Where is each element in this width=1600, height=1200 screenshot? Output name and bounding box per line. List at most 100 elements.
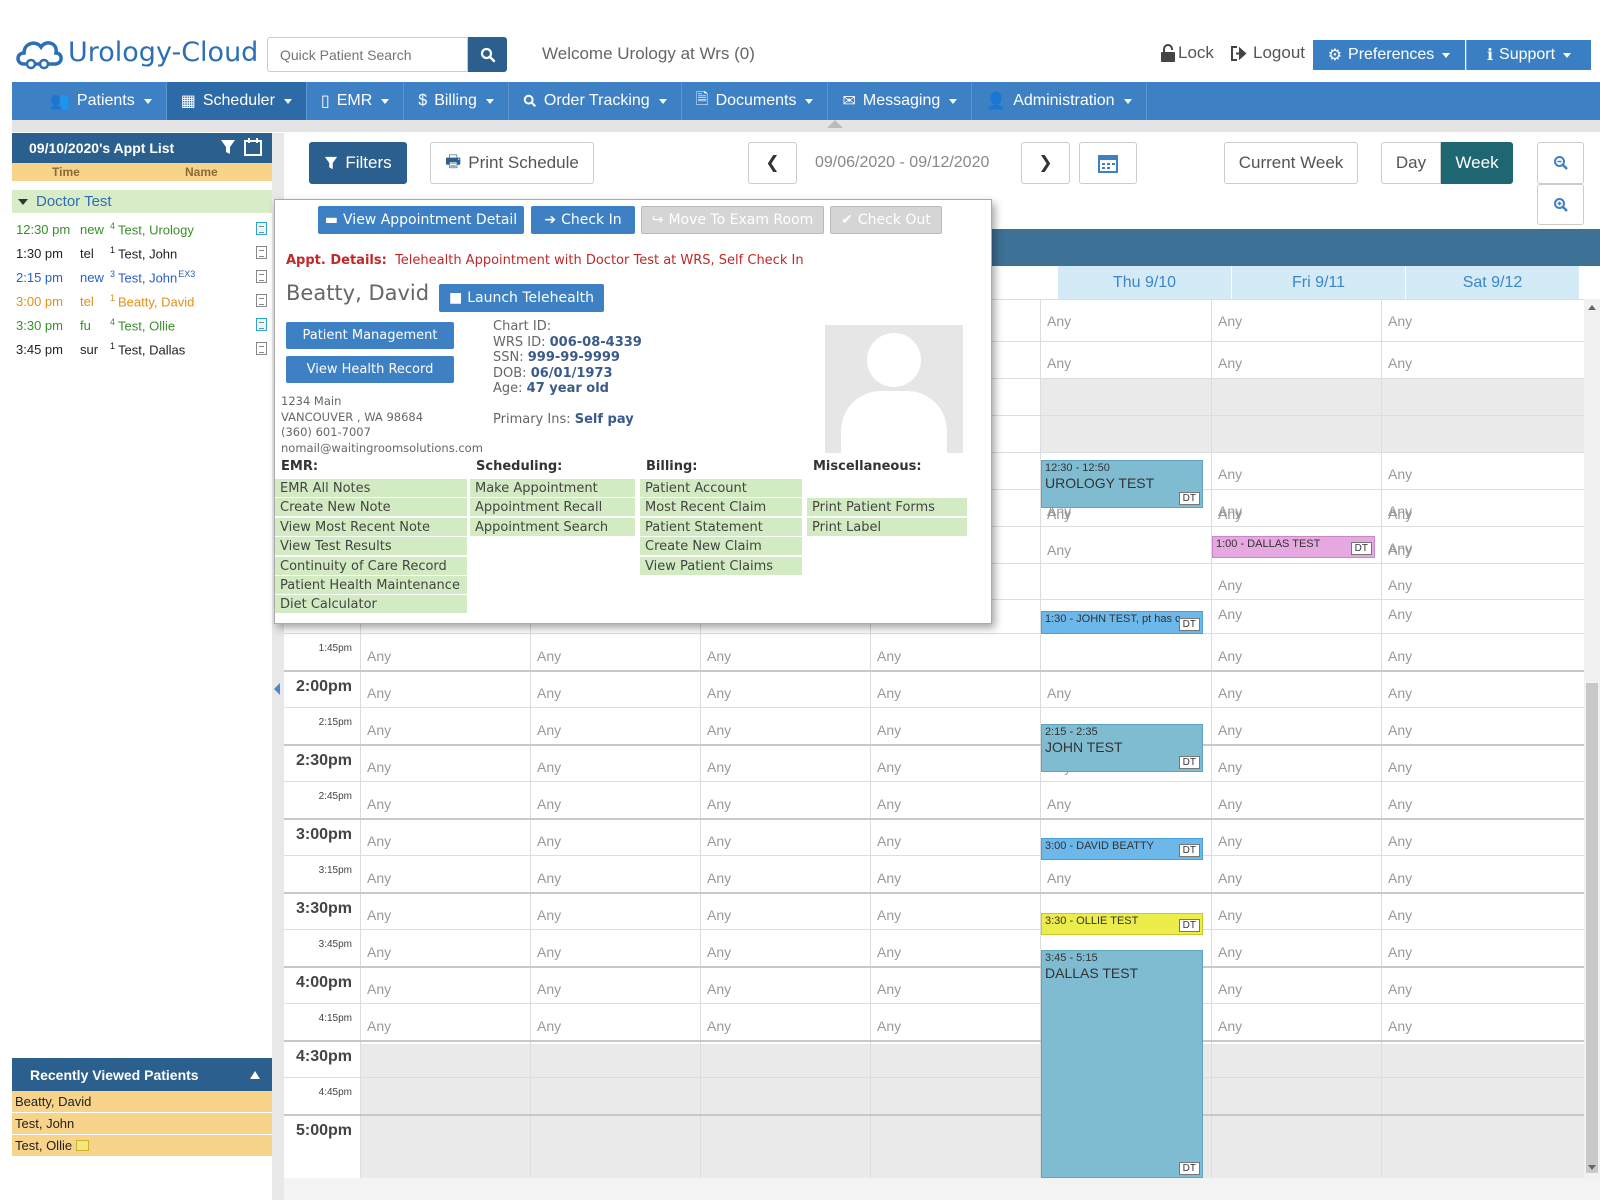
appt-patient[interactable]: 4 Test, Ollie — [110, 317, 175, 333]
popup-menu-item[interactable]: Print Patient Forms — [807, 498, 967, 516]
slot-any[interactable]: Any — [1218, 606, 1243, 622]
slot-any[interactable]: Any — [1388, 542, 1413, 558]
slot-any[interactable]: Any — [537, 722, 562, 738]
slot-any[interactable]: Any — [1388, 870, 1413, 886]
slot-any[interactable]: Any — [1388, 759, 1413, 775]
slot-any[interactable]: Any — [1218, 685, 1243, 701]
day-view-button[interactable]: Day — [1381, 142, 1441, 184]
scrollbar-thumb[interactable] — [1586, 683, 1598, 1173]
slot-any[interactable]: Any — [877, 944, 902, 960]
move-to-exam-room-button[interactable]: ↪ Move To Exam Room — [641, 206, 824, 234]
calendar-appointment[interactable]: 3:45 - 5:15 DALLAS TEST DT — [1041, 950, 1203, 1178]
nav-messaging[interactable]: ✉ Messaging — [828, 82, 973, 120]
slot-any[interactable]: Any — [367, 796, 392, 812]
slot-any[interactable]: Any — [1218, 648, 1243, 664]
slot-any[interactable]: Any — [707, 685, 732, 701]
slot-any[interactable]: Any — [877, 722, 902, 738]
popup-menu-item[interactable]: EMR All Notes — [275, 479, 467, 497]
calendar-appointment[interactable]: 3:30 - OLLIE TEST DT — [1041, 913, 1203, 935]
slot-any[interactable]: Any — [877, 981, 902, 997]
slot-any[interactable]: Any — [707, 1018, 732, 1034]
slot-any[interactable]: Any — [1388, 506, 1413, 522]
slot-any[interactable]: Any — [537, 1018, 562, 1034]
zoom-out-button[interactable] — [1537, 142, 1584, 184]
slot-any[interactable]: Any — [537, 907, 562, 923]
launch-telehealth-button[interactable]: ■ Launch Telehealth — [439, 284, 604, 312]
calendar-appointment[interactable]: 2:15 - 2:35 JOHN TEST DT — [1041, 724, 1203, 772]
slot-any[interactable]: Any — [877, 685, 902, 701]
filter-icon[interactable] — [220, 138, 236, 156]
slot-any[interactable]: Any — [1388, 1018, 1413, 1034]
calendar-picker-button[interactable] — [1079, 142, 1137, 184]
nav-patients[interactable]: 👥 Patients — [36, 82, 167, 120]
recent-patient-item[interactable]: Test, Ollie — [12, 1135, 272, 1156]
slot-any[interactable]: Any — [1388, 540, 1413, 556]
appt-list-row[interactable]: 12:30 pm new 4 Test, Urology — [12, 217, 272, 241]
document-icon[interactable] — [256, 222, 267, 235]
slot-any[interactable]: Any — [1388, 606, 1413, 622]
appt-patient[interactable]: 1 Beatty, David — [110, 293, 194, 309]
slot-any[interactable]: Any — [1047, 355, 1072, 371]
slot-any[interactable]: Any — [1388, 577, 1413, 593]
slot-any[interactable]: Any — [1388, 648, 1413, 664]
slot-any[interactable]: Any — [1388, 355, 1413, 371]
slot-any[interactable]: Any — [1218, 355, 1243, 371]
popup-menu-item[interactable]: Print Label — [807, 518, 967, 536]
slot-any[interactable]: Any — [707, 833, 732, 849]
current-week-button[interactable]: Current Week — [1224, 142, 1358, 184]
slot-any[interactable]: Any — [707, 648, 732, 664]
day-header-fri[interactable]: Fri 9/11 — [1232, 266, 1406, 299]
slot-any[interactable]: Any — [707, 722, 732, 738]
document-icon[interactable] — [256, 270, 267, 283]
slot-any[interactable]: Any — [1388, 796, 1413, 812]
view-appointment-detail-button[interactable]: ▬ View Appointment Detail — [318, 206, 524, 234]
popup-menu-item[interactable]: Patient Statement — [640, 518, 802, 536]
nav-administration[interactable]: 👤 Administration — [972, 82, 1147, 120]
search-button[interactable] — [468, 37, 507, 72]
slot-any[interactable]: Any — [707, 796, 732, 812]
nav-emr[interactable]: ▯ EMR — [307, 82, 405, 120]
slot-any[interactable]: Any — [537, 796, 562, 812]
document-icon[interactable] — [256, 294, 267, 307]
slot-any[interactable]: Any — [1388, 466, 1413, 482]
slot-any[interactable]: Any — [1218, 313, 1243, 329]
slot-any[interactable]: Any — [1218, 759, 1243, 775]
check-in-button[interactable]: ➔ Check In — [531, 206, 635, 234]
week-view-button[interactable]: Week — [1441, 142, 1513, 184]
collapse-left-icon[interactable] — [274, 683, 280, 695]
appt-patient[interactable]: 4 Test, Urology — [110, 221, 194, 237]
slot-any[interactable]: Any — [707, 759, 732, 775]
print-schedule-button[interactable]: 🖶 Print Schedule — [430, 142, 594, 184]
popup-menu-item[interactable]: Patient Health Maintenance — [275, 576, 467, 594]
recent-patient-item[interactable]: Beatty, David — [12, 1091, 272, 1112]
slot-any[interactable]: Any — [367, 944, 392, 960]
slot-any[interactable]: Any — [1388, 907, 1413, 923]
slot-any[interactable]: Any — [1047, 870, 1072, 886]
slot-any[interactable]: Any — [1047, 313, 1072, 329]
calendar-appointment[interactable]: 1:00 - DALLAS TEST DT — [1212, 536, 1375, 558]
slot-any[interactable]: Any — [877, 870, 902, 886]
slot-any[interactable]: Any — [537, 870, 562, 886]
appt-list-row[interactable]: 3:30 pm fu 4 Test, Ollie — [12, 313, 272, 337]
scroll-up-icon[interactable] — [1588, 305, 1596, 310]
slot-any[interactable]: Any — [1047, 685, 1072, 701]
slot-any[interactable]: Any — [367, 833, 392, 849]
popup-menu-item[interactable]: Patient Account — [640, 479, 802, 497]
nav-order-tracking[interactable]: Order Tracking — [509, 82, 682, 120]
slot-any[interactable]: Any — [877, 1018, 902, 1034]
doctor-group[interactable]: Doctor Test — [12, 190, 272, 213]
slot-any[interactable]: Any — [1388, 685, 1413, 701]
popup-menu-item[interactable]: View Patient Claims — [640, 557, 802, 575]
slot-any[interactable]: Any — [1388, 833, 1413, 849]
day-header-sat[interactable]: Sat 9/12 — [1406, 266, 1580, 299]
slot-any[interactable]: Any — [367, 1018, 392, 1034]
slot-any[interactable]: Any — [1218, 907, 1243, 923]
slot-any[interactable]: Any — [537, 648, 562, 664]
popup-menu-item[interactable]: Appointment Search — [470, 518, 635, 536]
check-out-button[interactable]: ✔ Check Out — [830, 206, 942, 234]
appt-patient[interactable]: 1 Test, John — [110, 245, 177, 261]
slot-any[interactable]: Any — [1218, 833, 1243, 849]
next-week-button[interactable]: ❯ — [1021, 142, 1070, 184]
day-header-thu[interactable]: Thu 9/10 — [1058, 266, 1232, 299]
slot-any[interactable]: Any — [537, 981, 562, 997]
